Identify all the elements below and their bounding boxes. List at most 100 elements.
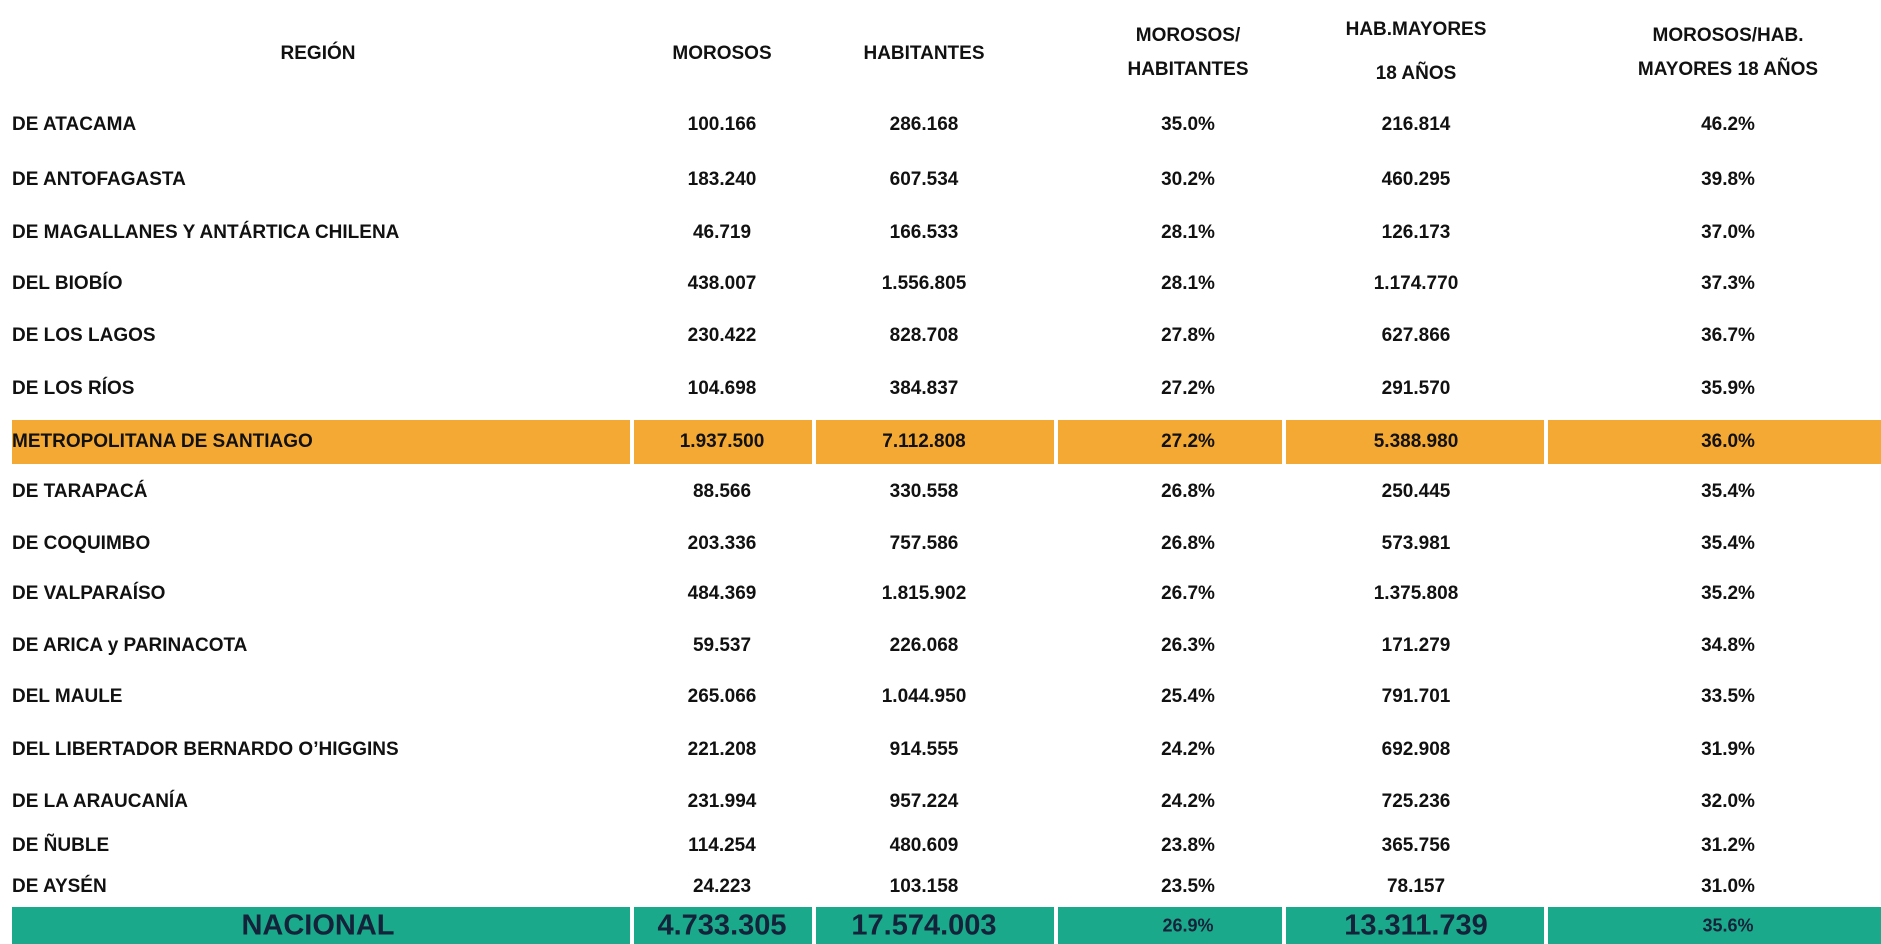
value-cell: 725.236 xyxy=(1381,791,1451,812)
header-cell: HABITANTES xyxy=(863,43,985,64)
value-cell: 126.173 xyxy=(1381,222,1451,243)
value-cell: 1.556.805 xyxy=(881,273,967,294)
value-cell: 230.422 xyxy=(687,325,757,346)
value-cell: 23.8% xyxy=(1161,835,1215,856)
value-cell: 221.208 xyxy=(687,739,757,760)
value-cell: 171.279 xyxy=(1381,635,1451,656)
value-cell: 914.555 xyxy=(889,739,959,760)
value-cell: 36.7% xyxy=(1701,325,1755,346)
value-cell: 28.1% xyxy=(1161,273,1215,294)
value-cell: 250.445 xyxy=(1381,481,1451,502)
region-name: DE TARAPACÁ xyxy=(12,481,148,502)
value-cell: 330.558 xyxy=(889,481,959,502)
value-cell: 573.981 xyxy=(1381,533,1451,554)
region-name: DE COQUIMBO xyxy=(12,533,151,554)
region-name: METROPOLITANA DE SANTIAGO xyxy=(12,431,313,452)
region-name: DE ARICA y PARINACOTA xyxy=(12,635,248,656)
value-cell: 460.295 xyxy=(1381,169,1451,190)
value-cell: 30.2% xyxy=(1161,169,1215,190)
value-cell: 7.112.808 xyxy=(882,431,966,452)
value-cell: 1.937.500 xyxy=(679,431,765,452)
value-cell: 31.9% xyxy=(1701,739,1755,760)
value-cell: 24.223 xyxy=(692,876,752,897)
total-label: NACIONAL xyxy=(241,909,395,942)
value-cell: 26.8% xyxy=(1161,481,1215,502)
total-value: 13.311.739 xyxy=(1344,909,1488,942)
value-cell: 484.369 xyxy=(687,583,757,604)
header-cell: HAB.MAYORES xyxy=(1345,19,1487,40)
value-cell: 25.4% xyxy=(1161,686,1215,707)
value-cell: 39.8% xyxy=(1701,169,1755,190)
region-name: DEL MAULE xyxy=(12,686,123,707)
value-cell: 35.2% xyxy=(1701,583,1755,604)
header-cell: MAYORES 18 AÑOS xyxy=(1637,59,1819,80)
region-name: DE MAGALLANES Y ANTÁRTICA CHILENA xyxy=(12,222,400,243)
value-cell: 26.3% xyxy=(1161,635,1215,656)
value-cell: 1.044.950 xyxy=(881,686,967,707)
value-cell: 36.0% xyxy=(1701,431,1755,452)
value-cell: 103.158 xyxy=(889,876,959,897)
value-cell: 216.814 xyxy=(1381,114,1451,135)
total-band xyxy=(634,907,812,944)
value-cell: 1.174.770 xyxy=(1373,273,1459,294)
header-cell: MOROSOS/ xyxy=(1135,25,1241,46)
value-cell: 27.8% xyxy=(1161,325,1215,346)
value-cell: 607.534 xyxy=(889,169,959,190)
value-cell: 35.4% xyxy=(1701,533,1755,554)
row-highlight xyxy=(1286,420,1544,464)
region-name: DE LOS RÍOS xyxy=(12,378,135,399)
value-cell: 757.586 xyxy=(889,533,959,554)
row-highlight xyxy=(634,420,812,464)
total-band xyxy=(816,907,1054,944)
value-cell: 34.8% xyxy=(1701,635,1755,656)
value-cell: 286.168 xyxy=(889,114,959,135)
value-cell: 226.068 xyxy=(889,635,959,656)
header-cell: REGIÓN xyxy=(280,43,356,64)
total-value: 35.6% xyxy=(1702,915,1754,936)
value-cell: 791.701 xyxy=(1381,686,1451,707)
value-cell: 1.375.808 xyxy=(1373,583,1459,604)
value-cell: 1.815.902 xyxy=(881,583,967,604)
value-cell: 28.1% xyxy=(1161,222,1215,243)
value-cell: 692.908 xyxy=(1381,739,1451,760)
value-cell: 438.007 xyxy=(687,273,757,294)
value-cell: 27.2% xyxy=(1161,431,1215,452)
value-cell: 35.9% xyxy=(1701,378,1755,399)
region-name: DE LA ARAUCANÍA xyxy=(12,791,188,812)
value-cell: 384.837 xyxy=(889,378,959,399)
value-cell: 291.570 xyxy=(1381,378,1451,399)
value-cell: 32.0% xyxy=(1701,791,1755,812)
row-highlight xyxy=(816,420,1054,464)
region-name: DE ÑUBLE xyxy=(12,835,110,856)
total-band xyxy=(1286,907,1544,944)
value-cell: 104.698 xyxy=(687,378,757,399)
total-value: 26.9% xyxy=(1162,915,1214,936)
total-band xyxy=(1548,907,1881,944)
value-cell: 24.2% xyxy=(1161,791,1215,812)
total-band xyxy=(12,907,630,944)
header-cell: 18 AÑOS xyxy=(1375,63,1457,84)
value-cell: 23.5% xyxy=(1161,876,1215,897)
value-cell: 37.0% xyxy=(1701,222,1755,243)
value-cell: 24.2% xyxy=(1161,739,1215,760)
value-cell: 26.8% xyxy=(1161,533,1215,554)
value-cell: 114.254 xyxy=(688,835,756,856)
row-highlight xyxy=(12,420,630,464)
region-name: DE ATACAMA xyxy=(12,114,137,135)
value-cell: 46.2% xyxy=(1701,114,1755,135)
value-cell: 46.719 xyxy=(692,222,752,243)
value-cell: 203.336 xyxy=(687,533,757,554)
value-cell: 828.708 xyxy=(889,325,959,346)
value-cell: 88.566 xyxy=(692,481,752,502)
value-cell: 78.157 xyxy=(1386,876,1446,897)
value-cell: 26.7% xyxy=(1161,583,1215,604)
value-cell: 231.994 xyxy=(687,791,757,812)
total-value: 17.574.003 xyxy=(851,909,997,942)
value-cell: 265.066 xyxy=(687,686,757,707)
value-cell: 480.609 xyxy=(889,835,959,856)
value-cell: 27.2% xyxy=(1161,378,1215,399)
value-cell: 183.240 xyxy=(687,169,757,190)
header-cell: HABITANTES xyxy=(1127,59,1249,80)
value-cell: 35.0% xyxy=(1161,114,1215,135)
region-name: DE VALPARAÍSO xyxy=(12,583,166,604)
